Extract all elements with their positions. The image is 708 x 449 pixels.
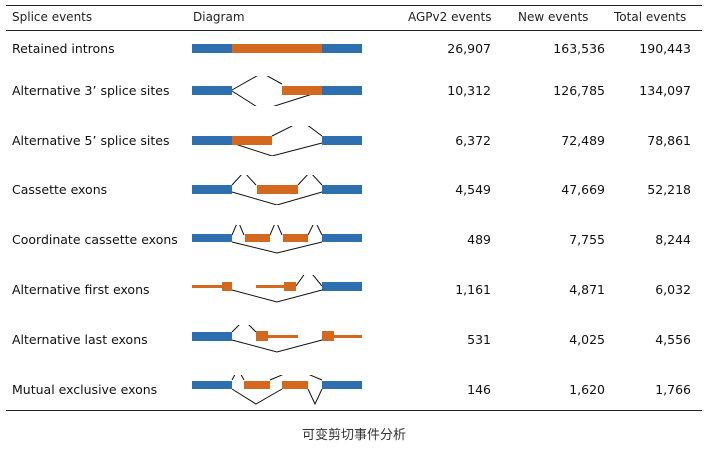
table-header-rule [6, 30, 702, 31]
table-row: Coordinate cassette exons 489 7,755 8,24… [0, 225, 708, 255]
event-name: Mutual exclusive exons [12, 382, 158, 397]
agpv2-count: 531 [467, 332, 491, 347]
new-count: 7,755 [569, 232, 605, 247]
new-count: 163,536 [553, 41, 605, 56]
agpv2-count: 489 [467, 232, 491, 247]
table-bottom-rule [6, 410, 702, 411]
alt-5-splice-diagram [192, 126, 362, 156]
table-top-rule [6, 5, 702, 6]
event-name: Alternative 3’ splice sites [12, 83, 170, 98]
mutual-exclusive-exon-diagram [192, 375, 362, 405]
new-count: 4,871 [569, 282, 605, 297]
table-row: Alternative 5’ splice sites 6,372 72,489… [0, 126, 708, 156]
new-count: 47,669 [561, 182, 605, 197]
figure-caption: 可变剪切事件分析 [301, 428, 406, 443]
new-count: 126,785 [553, 83, 605, 98]
event-name: Alternative last exons [12, 332, 148, 347]
retained-intron-diagram [192, 44, 362, 53]
alt-3-splice-diagram [192, 76, 362, 106]
total-count: 190,443 [639, 41, 691, 56]
header-splice-events: Splice events [12, 10, 93, 24]
header-agpv2-events: AGPv2 events [408, 10, 492, 24]
total-count: 134,097 [639, 83, 691, 98]
agpv2-count: 10,312 [447, 83, 491, 98]
table-row: Alternative last exons 531 4,025 4,556 [0, 325, 708, 355]
alt-first-exon-diagram [192, 275, 362, 303]
table-row: Retained introns 26,907 163,536 190,443 [0, 34, 708, 64]
total-count: 8,244 [655, 232, 691, 247]
cassette-exon-diagram [192, 175, 362, 205]
alt-last-exon-diagram [192, 325, 362, 353]
table-row: Mutual exclusive exons 146 1,620 1,766 [0, 375, 708, 405]
event-name: Cassette exons [12, 182, 108, 197]
header-diagram: Diagram [193, 10, 245, 24]
new-count: 72,489 [561, 133, 605, 148]
coordinate-cassette-diagram [192, 225, 362, 254]
new-count: 1,620 [569, 382, 605, 397]
agpv2-count: 1,161 [455, 282, 491, 297]
table-row: Cassette exons 4,549 47,669 52,218 [0, 175, 708, 205]
table-row: Alternative 3’ splice sites 10,312 126,7… [0, 76, 708, 106]
total-count: 1,766 [655, 382, 691, 397]
event-name: Alternative 5’ splice sites [12, 133, 170, 148]
splice-events-table: Splice events Diagram AGPv2 events New e… [0, 5, 708, 411]
event-name: Retained introns [12, 41, 115, 56]
header-new-events: New events [518, 10, 589, 24]
event-name: Coordinate cassette exons [12, 232, 178, 247]
total-count: 78,861 [647, 133, 691, 148]
total-count: 4,556 [655, 332, 691, 347]
header-total-events: Total events [614, 10, 687, 24]
event-name: Alternative first exons [12, 282, 150, 297]
new-count: 4,025 [569, 332, 605, 347]
agpv2-count: 6,372 [455, 133, 491, 148]
total-count: 52,218 [647, 182, 691, 197]
table-row: Alternative first exons 1,161 4,871 6,03… [0, 275, 708, 305]
agpv2-count: 4,549 [455, 182, 491, 197]
agpv2-count: 146 [467, 382, 491, 397]
total-count: 6,032 [655, 282, 691, 297]
agpv2-count: 26,907 [447, 41, 491, 56]
